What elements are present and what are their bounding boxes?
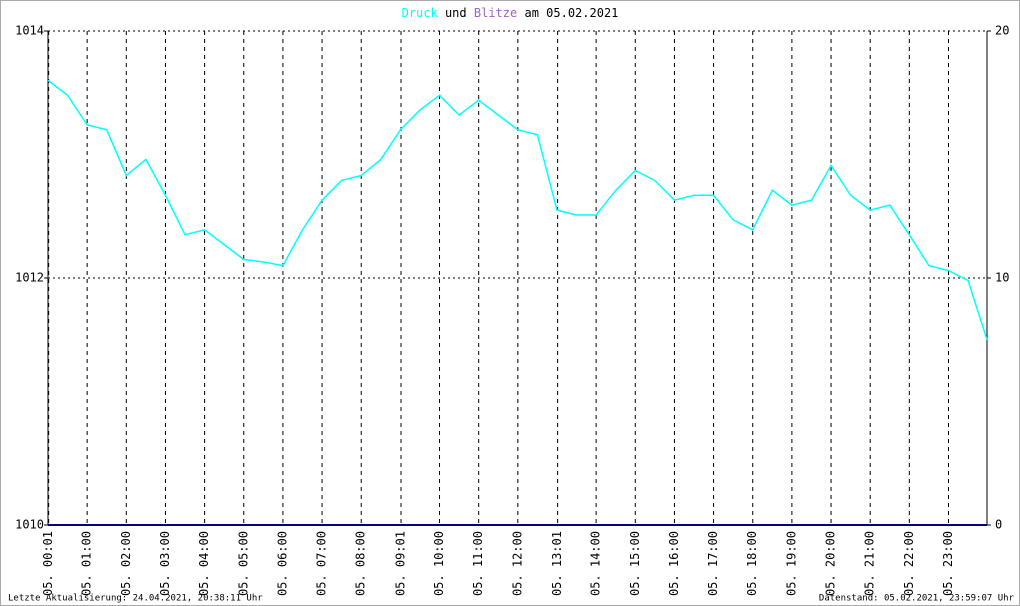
x-tick-label: 05. 10:00 bbox=[432, 531, 446, 596]
y2-tick-label: 20 bbox=[995, 24, 1009, 38]
x-tick-label: 05. 00:01 bbox=[41, 531, 55, 596]
title-text: und bbox=[445, 6, 467, 20]
y-tick-label: 1010 bbox=[15, 518, 44, 532]
x-tick-label: 05. 05:00 bbox=[236, 531, 250, 596]
y2-tick-label: 0 bbox=[995, 518, 1002, 532]
x-tick-label: 05. 17:00 bbox=[706, 531, 720, 596]
x-tick-label: 05. 11:00 bbox=[471, 531, 485, 596]
title-series: Blitze bbox=[474, 6, 517, 20]
footer-left: Letzte Aktualisierung: 24.04.2021, 20:38… bbox=[8, 594, 263, 604]
x-tick-label: 05. 20:00 bbox=[824, 531, 838, 596]
x-tick-label: 05. 15:00 bbox=[628, 531, 642, 596]
title-series: Druck bbox=[402, 6, 439, 20]
x-tick-label: 05. 07:00 bbox=[315, 531, 329, 596]
x-tick-label: 05. 09:01 bbox=[394, 531, 408, 596]
x-tick-label: 05. 19:00 bbox=[784, 531, 798, 596]
y-tick-label: 1012 bbox=[15, 271, 44, 285]
x-tick-label: 05. 08:00 bbox=[354, 531, 368, 596]
y-tick-label: 1014 bbox=[15, 24, 44, 38]
footer-right: Datenstand: 05.02.2021, 23:59:07 Uhr bbox=[819, 594, 1015, 604]
x-tick-label: 05. 01:00 bbox=[80, 531, 94, 596]
x-tick-label: 05. 18:00 bbox=[745, 531, 759, 596]
x-tick-label: 05. 14:00 bbox=[589, 531, 603, 596]
x-tick-label: 05. 13:01 bbox=[550, 531, 564, 596]
title-text: am 05.02.2021 bbox=[524, 6, 618, 20]
series-line bbox=[47, 79, 988, 340]
x-tick-label: 05. 21:00 bbox=[863, 531, 877, 596]
x-tick-label: 05. 22:00 bbox=[902, 531, 916, 596]
x-tick-label: 05. 12:00 bbox=[510, 531, 524, 596]
x-tick-label: 05. 06:00 bbox=[275, 531, 289, 596]
chart-title: Druck und Blitze am 05.02.2021 bbox=[402, 6, 619, 20]
x-tick-label: 05. 03:00 bbox=[158, 531, 172, 596]
x-tick-label: 05. 02:00 bbox=[119, 531, 133, 596]
x-tick-label: 05. 23:00 bbox=[941, 531, 955, 596]
y2-tick-label: 10 bbox=[995, 271, 1009, 285]
x-tick-label: 05. 16:00 bbox=[667, 531, 681, 596]
x-tick-label: 05. 04:00 bbox=[197, 531, 211, 596]
